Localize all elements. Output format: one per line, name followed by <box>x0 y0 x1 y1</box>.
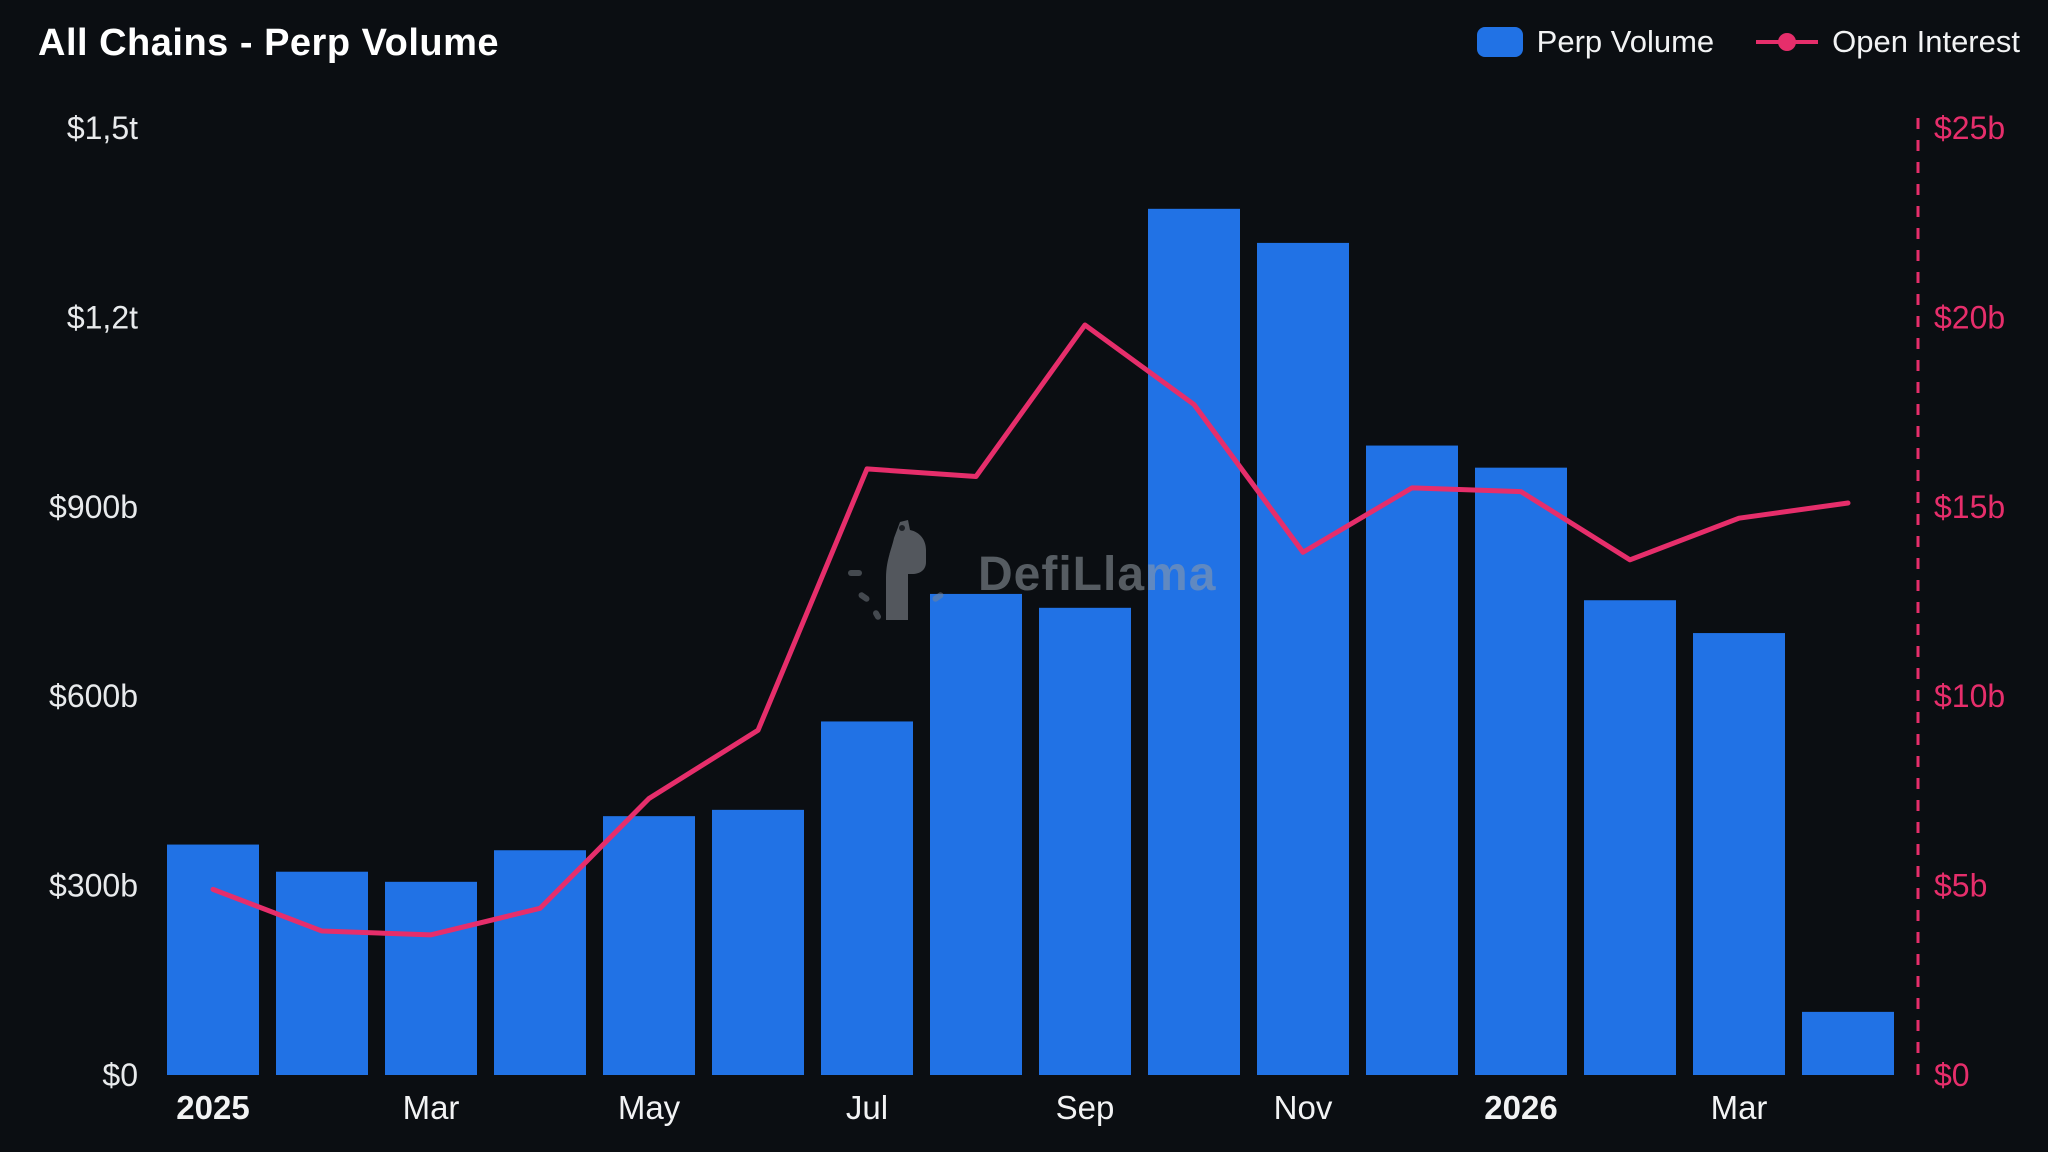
left-axis-tick: $900b <box>49 489 138 525</box>
bar-perp-volume-mar-2026[interactable] <box>1693 633 1785 1075</box>
bar-perp-volume-may-2025[interactable] <box>603 816 695 1075</box>
bar-perp-volume-jan-2026[interactable] <box>1475 467 1567 1075</box>
bar-perp-volume-aug-2025[interactable] <box>930 593 1022 1075</box>
x-axis-tick-mar: Mar <box>403 1089 460 1126</box>
right-axis-tick: $25b <box>1934 110 2005 146</box>
legend: Perp Volume Open Interest <box>1476 24 2020 60</box>
legend-label-perp-volume: Perp Volume <box>1536 24 1715 59</box>
x-axis-tick-2025: 2025 <box>176 1089 249 1126</box>
open-interest-line[interactable] <box>210 322 1851 938</box>
perp-volume-bars <box>167 208 1894 1076</box>
bar-perp-volume-nov-2025[interactable] <box>1257 242 1349 1076</box>
perp-volume-swatch-icon <box>1476 27 1523 57</box>
bar-perp-volume-sep-2025[interactable] <box>1039 607 1131 1075</box>
bar-perp-volume-feb-2026[interactable] <box>1584 600 1676 1075</box>
open-interest-swatch-icon <box>1756 27 1819 57</box>
page-title: All Chains - Perp Volume <box>38 22 500 64</box>
right-axis-tick: $5b <box>1934 868 1987 904</box>
bar-perp-volume-apr-2025[interactable] <box>494 850 586 1075</box>
legend-label-open-interest: Open Interest <box>1832 24 2020 59</box>
bar-perp-volume-jun-2025[interactable] <box>712 809 804 1075</box>
left-axis-tick: $300b <box>49 868 138 904</box>
x-axis-tick-jul: Jul <box>846 1089 888 1126</box>
left-axis-tick: $600b <box>49 678 138 714</box>
left-axis-tick: $1,5t <box>67 110 138 146</box>
x-axis-tick-may: May <box>618 1089 681 1126</box>
right-axis-tick: $10b <box>1934 678 2005 714</box>
x-axis-tick-sep: Sep <box>1056 1089 1115 1126</box>
right-axis-tick: $0 <box>1934 1057 1970 1093</box>
right-axis-tick: $15b <box>1934 489 2005 525</box>
bar-perp-volume-feb-2025[interactable] <box>276 871 368 1075</box>
bar-perp-volume-oct-2025[interactable] <box>1148 208 1240 1075</box>
bar-perp-volume-jul-2025[interactable] <box>821 721 913 1075</box>
x-axis-tick-nov: Nov <box>1274 1089 1333 1126</box>
bar-perp-volume-apr-2026[interactable] <box>1802 1011 1894 1075</box>
legend-item-perp-volume[interactable]: Perp Volume <box>1476 24 1715 60</box>
legend-item-open-interest[interactable]: Open Interest <box>1756 24 2020 60</box>
bar-perp-volume-dec-2025[interactable] <box>1366 445 1458 1075</box>
bar-perp-volume-mar-2025[interactable] <box>385 881 477 1075</box>
bar-perp-volume-jan-2025[interactable] <box>167 844 259 1075</box>
right-axis-tick: $20b <box>1934 299 2005 335</box>
x-axis-tick-mar: Mar <box>1711 1089 1768 1126</box>
left-axis-tick: $0 <box>102 1057 138 1093</box>
x-axis-tick-2026: 2026 <box>1484 1089 1557 1126</box>
left-axis-tick: $1,2t <box>67 299 138 335</box>
